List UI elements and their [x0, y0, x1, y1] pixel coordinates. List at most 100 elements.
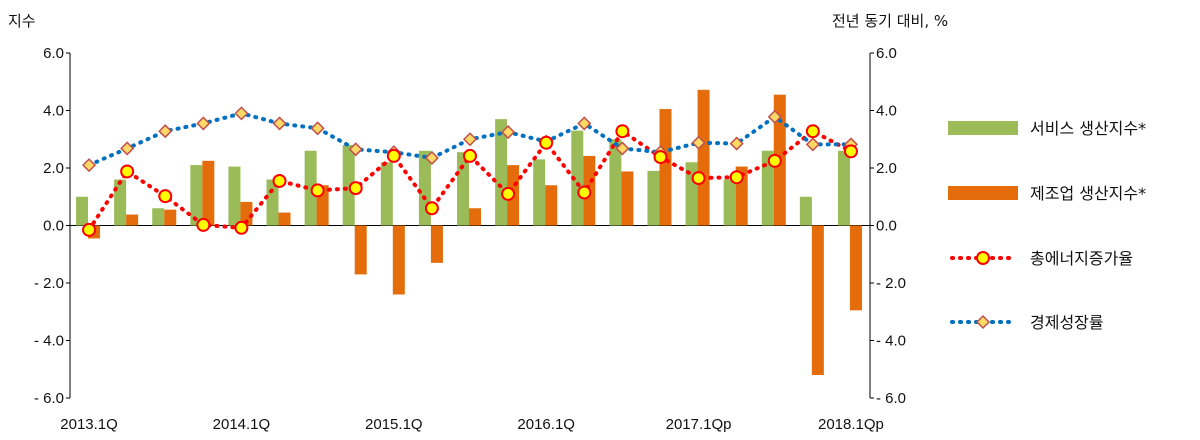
manufacturing-index-bar: [659, 109, 672, 226]
energy-growth-point: [348, 181, 363, 196]
manufacturing-index-bar: [392, 225, 405, 295]
energy-growth-point: [196, 217, 211, 232]
economic-growth-point: [805, 137, 820, 152]
energy-growth-point: [805, 124, 820, 139]
manufacturing-index-bar: [697, 89, 710, 226]
legend-swatch-service: [948, 121, 1018, 135]
economic-growth-point: [729, 136, 744, 151]
x-tick-label: 2015.1Q: [365, 416, 423, 433]
energy-growth-point: [424, 201, 439, 216]
y-tick-right-label: - 6.0: [876, 390, 906, 407]
legend-label: 경제성장률: [1030, 313, 1104, 332]
service-index-bar: [190, 165, 203, 226]
manufacturing-index-bar: [354, 225, 367, 275]
service-index-bar: [533, 159, 546, 226]
energy-growth-point: [729, 170, 744, 185]
legend-label: 제조업 생산지수*: [1030, 184, 1146, 203]
y-tick-right-label: 2.0: [876, 160, 897, 177]
economic-growth-point: [234, 106, 249, 121]
economic-growth-point: [767, 109, 782, 124]
y-tick-right-label: 4.0: [876, 103, 897, 120]
y-axis-left-label: 지수: [8, 12, 36, 30]
economic-growth-point: [615, 141, 630, 156]
economic-growth-point: [424, 150, 439, 165]
x-tick-label: 2017.1Qp: [666, 416, 732, 433]
energy-growth-point: [272, 173, 287, 188]
energy-growth-point: [539, 135, 554, 150]
legend-swatch-energy-marker: [976, 251, 990, 265]
y-tick-left-label: - 2.0: [34, 275, 64, 292]
y-tick-left-label: 4.0: [43, 103, 64, 120]
y-tick-left-label: - 6.0: [34, 390, 64, 407]
manufacturing-index-bar: [849, 225, 862, 311]
manufacturing-index-bar: [621, 171, 634, 226]
service-index-bar: [799, 196, 812, 226]
service-index-bar: [571, 130, 584, 226]
legend-swatch-economic-marker: [975, 314, 991, 330]
y-tick-left-label: 2.0: [43, 160, 64, 177]
manufacturing-index-bar: [278, 212, 291, 226]
energy-growth-point: [120, 164, 135, 179]
energy-growth-point: [310, 183, 325, 198]
service-index-bar: [304, 150, 317, 226]
y-tick-right-label: 0.0: [876, 218, 897, 235]
energy-growth-point: [615, 124, 630, 139]
economic-growth-point: [348, 142, 363, 157]
y-tick-right-label: - 4.0: [876, 333, 906, 350]
service-index-bar: [114, 179, 127, 226]
service-index-bar: [457, 152, 469, 226]
y-tick-left-label: 0.0: [43, 218, 64, 235]
y-tick-right-label: 6.0: [876, 45, 897, 62]
x-tick-label: 2014.1Q: [213, 416, 271, 433]
manufacturing-index-bar: [469, 208, 481, 226]
economic-growth-point: [462, 132, 478, 147]
manufacturing-index-bar: [240, 201, 253, 226]
legend-label: 서비스 생산지수*: [1030, 119, 1146, 138]
service-index-bar: [76, 196, 89, 226]
service-index-bar: [723, 179, 736, 226]
energy-growth-point: [234, 220, 249, 235]
manufacturing-index-bar: [202, 160, 215, 226]
x-tick-label: 2018.1Qp: [818, 416, 884, 433]
economic-growth-point: [501, 125, 516, 140]
economic-growth-point: [196, 116, 211, 131]
economic-growth-point: [310, 121, 325, 136]
economic-growth-point: [577, 116, 592, 131]
bars-layer: [76, 89, 862, 375]
service-index-bar: [380, 162, 393, 226]
economic-growth-point: [272, 116, 287, 131]
y-tick-left-label: - 4.0: [34, 333, 64, 350]
x-tick-label: 2013.1Q: [60, 416, 118, 433]
energy-growth-point: [158, 189, 173, 204]
energy-growth-point: [82, 222, 97, 237]
manufacturing-index-bar: [545, 185, 558, 226]
economic-growth-point: [158, 124, 173, 139]
lines-layer: [81, 106, 859, 237]
y-tick-right-label: - 2.0: [876, 275, 906, 292]
manufacturing-index-bar: [164, 209, 177, 226]
energy-growth-point: [653, 150, 668, 165]
x-tick-label: 2016.1Q: [517, 416, 575, 433]
manufacturing-index-bar: [811, 225, 824, 375]
service-index-bar: [152, 208, 165, 226]
energy-growth-point: [463, 148, 477, 163]
service-index-bar: [837, 150, 850, 226]
economic-growth-point: [81, 158, 97, 173]
y-axis-right-label: 전년 동기 대비, %: [832, 12, 948, 30]
economic-growth-point: [120, 141, 135, 156]
service-index-bar: [761, 150, 774, 226]
ticks-layer: 6.0 6.0 4.0 4.0 2.0 2.0 0.0 0.0 - 2.0 - 2.0 - 4.0 -…: [34, 45, 906, 433]
service-index-bar: [228, 166, 241, 226]
energy-growth-point: [767, 153, 782, 168]
service-index-bar: [647, 170, 660, 226]
service-index-bar: [609, 139, 622, 226]
energy-growth-point: [691, 171, 706, 186]
economic-growth-point: [691, 135, 706, 150]
legend-label: 총에너지증가율: [1030, 249, 1133, 268]
energy-growth-point: [386, 148, 401, 163]
legend-swatch-manufacturing: [948, 186, 1018, 200]
energy-growth-point: [577, 185, 592, 200]
y-tick-left-label: 6.0: [43, 45, 64, 62]
